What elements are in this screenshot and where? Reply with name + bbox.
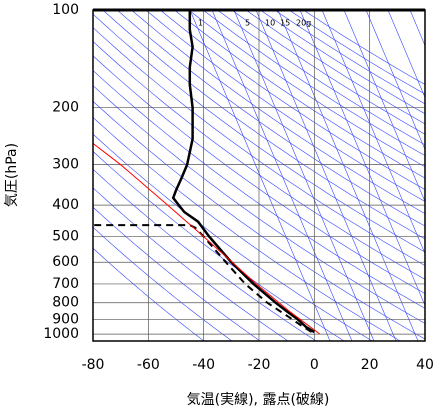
mixing-ratio-label: 15 <box>280 19 290 28</box>
x-tick-label: -60 <box>137 357 160 373</box>
dry-adiabat <box>275 10 435 341</box>
x-tick-label: 0 <box>310 357 319 373</box>
x-tick-label: -80 <box>82 357 105 373</box>
y-tick-label: 100 <box>52 2 79 18</box>
dry-adiabat <box>189 10 435 341</box>
dry-adiabat <box>289 10 435 341</box>
dry-adiabat <box>17 10 435 341</box>
y-tick-label: 500 <box>52 229 79 245</box>
y-tick-label: 300 <box>52 157 79 173</box>
y-tick-label: 1000 <box>43 326 79 342</box>
mixing-ratio-line <box>388 10 435 341</box>
dry-adiabat <box>0 10 288 341</box>
y-tick-label: 400 <box>52 197 79 213</box>
profile-line <box>93 143 320 334</box>
mixing-ratio-line <box>278 10 418 341</box>
dry-adiabat <box>60 10 435 341</box>
mixing-ratio-line <box>190 10 330 341</box>
mixing-ratio-line <box>256 10 396 341</box>
mixing-ratio-label: 20g <box>296 19 311 28</box>
dry-adiabat <box>0 10 232 341</box>
y-tick-label: 200 <box>52 100 79 116</box>
dry-adiabat <box>0 10 204 341</box>
dry-adiabat <box>46 10 435 341</box>
y-tick-label: 800 <box>52 295 79 311</box>
mixing-ratio-label: 5 <box>245 19 250 28</box>
y-tick-label: 900 <box>52 311 79 327</box>
x-tick-label: 20 <box>361 357 379 373</box>
dry-adiabat <box>303 10 435 341</box>
dry-adiabat <box>131 10 435 341</box>
x-tick-label: 40 <box>416 357 434 373</box>
y-tick-label: 600 <box>52 254 79 270</box>
y-tick-label: 700 <box>52 276 79 292</box>
mixing-ratio-label: 10 <box>265 19 275 28</box>
dry-adiabat <box>0 10 260 341</box>
y-axis-title: 気圧(hPa) <box>4 143 20 207</box>
dry-adiabat <box>146 10 435 341</box>
x-tick-label: -40 <box>192 357 215 373</box>
mixing-ratio-label: 1 <box>198 19 203 28</box>
x-tick-label: -20 <box>248 357 271 373</box>
dry-adiabat <box>160 10 435 341</box>
x-axis-title: 気温(実線), 露点(破線) <box>187 392 330 408</box>
mixing-ratio-line <box>234 10 374 341</box>
mixing-ratio-line <box>212 10 352 341</box>
mixing-ratio-line <box>322 10 435 341</box>
